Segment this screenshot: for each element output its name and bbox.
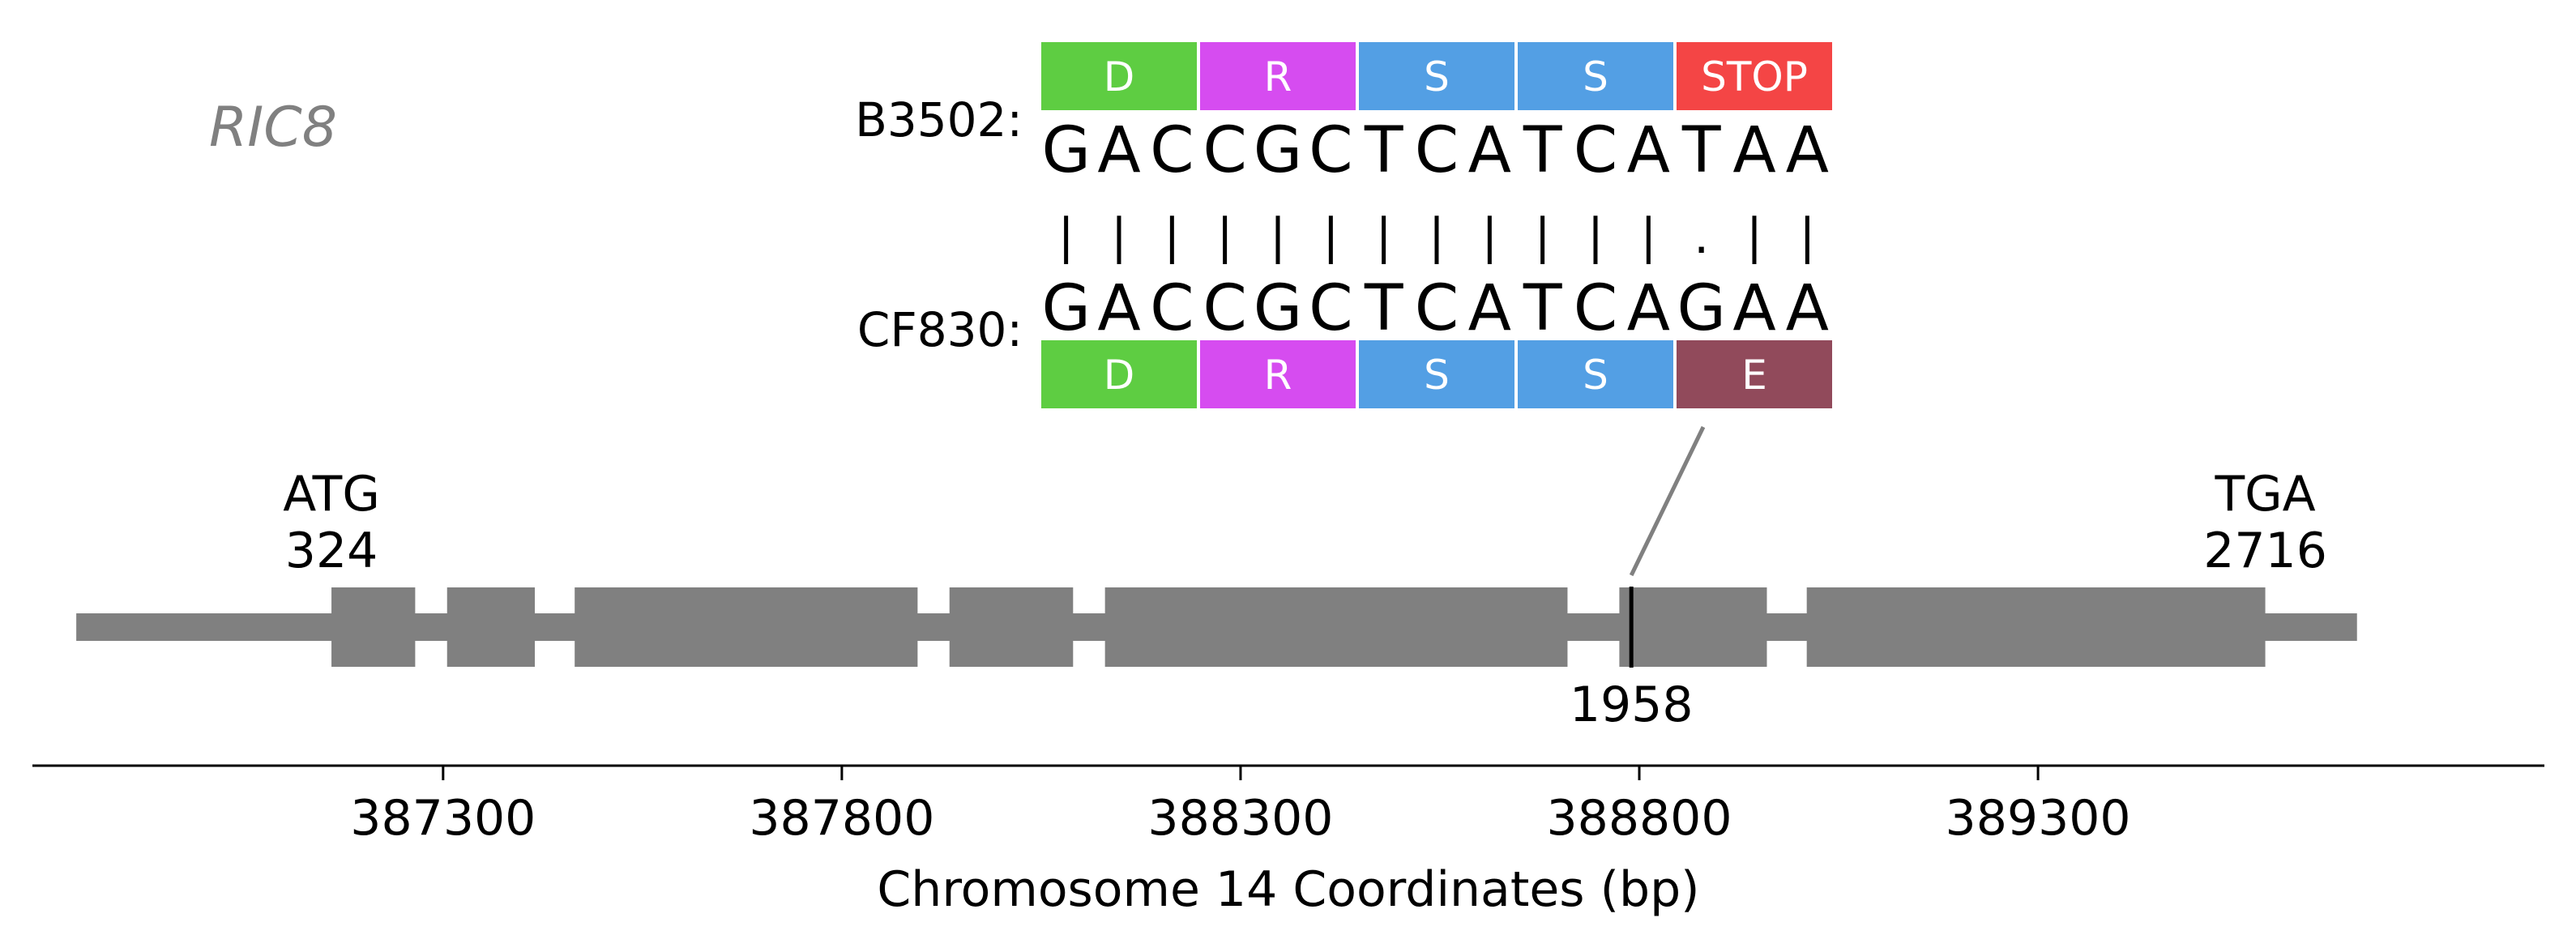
nucleotide: G <box>1041 114 1090 187</box>
x-tick-label: 388800 <box>1546 790 1732 847</box>
stop-codon-position: 2716 <box>2203 523 2327 579</box>
amino-acid-label: S <box>1424 352 1450 399</box>
x-tick-label: 389300 <box>1946 790 2131 847</box>
nucleotide: A <box>1468 114 1511 187</box>
exon <box>331 587 416 667</box>
start-codon-label: ATG <box>283 466 380 523</box>
seq1-label: B3502: <box>855 92 1023 147</box>
codon-box <box>1677 340 1832 408</box>
amino-acid-label: S <box>1583 352 1608 399</box>
exon <box>1104 587 1568 667</box>
stop-codon-label: TGA <box>2214 466 2315 523</box>
variant-connector-line <box>1629 425 1706 577</box>
seq2-label: CF830: <box>857 302 1023 357</box>
exon <box>1806 587 2266 667</box>
exon-group <box>331 587 2266 667</box>
amino-acid-label: D <box>1104 53 1135 100</box>
match-symbol: | <box>1164 208 1180 265</box>
nucleotide: C <box>1203 272 1246 345</box>
nucleotide: G <box>1041 272 1090 345</box>
match-symbol: | <box>1217 208 1233 265</box>
nucleotide: A <box>1732 272 1775 345</box>
nucleotide: T <box>1523 272 1562 345</box>
x-axis-ticks: 387300 387800 388300 388800 389300 <box>350 766 2131 847</box>
match-symbol: | <box>1640 208 1656 265</box>
nucleotide: C <box>1574 114 1617 187</box>
codon-box <box>1359 340 1514 408</box>
nucleotide: T <box>1523 114 1562 187</box>
nucleotide: T <box>1364 114 1403 187</box>
exon <box>575 587 918 667</box>
codon-box <box>1200 340 1356 408</box>
nucleotide: G <box>1254 114 1302 187</box>
nucleotide: C <box>1309 272 1352 345</box>
match-symbol: | <box>1799 208 1815 265</box>
nucleotide: A <box>1468 272 1511 345</box>
nucleotide: C <box>1203 114 1246 187</box>
x-axis-label: Chromosome 14 Coordinates (bp) <box>877 861 1699 918</box>
amino-acid-label: S <box>1583 53 1608 100</box>
nucleotide: A <box>1786 272 1829 345</box>
seq1-codon-track: D R S S STOP <box>1041 42 1832 110</box>
gene-name: RIC8 <box>209 96 337 160</box>
gene-model <box>76 587 2357 668</box>
x-tick-label: 388300 <box>1147 790 1333 847</box>
nucleotide: A <box>1627 114 1670 187</box>
codon-box <box>1041 340 1197 408</box>
nucleotide: A <box>1786 114 1829 187</box>
nucleotide: C <box>1150 272 1194 345</box>
codon-box <box>1041 42 1197 110</box>
nucleotide: C <box>1309 114 1352 187</box>
match-symbol: | <box>1058 208 1074 265</box>
exon <box>446 587 535 667</box>
nucleotide: C <box>1415 114 1459 187</box>
codon-box <box>1359 42 1514 110</box>
nucleotide: G <box>1677 272 1725 345</box>
match-symbol: . <box>1694 208 1709 265</box>
x-tick-label: 387300 <box>350 790 536 847</box>
nucleotide: A <box>1627 272 1670 345</box>
match-symbol: | <box>1322 208 1339 265</box>
x-tick-label: 387800 <box>749 790 934 847</box>
codon-box <box>1518 42 1673 110</box>
codon-box <box>1200 42 1356 110</box>
codon-box <box>1677 42 1832 110</box>
nucleotide: T <box>1364 272 1403 345</box>
match-symbol: | <box>1587 208 1604 265</box>
match-symbol: | <box>1376 208 1392 265</box>
nucleotide: A <box>1097 272 1140 345</box>
match-symbol: | <box>1481 208 1497 265</box>
match-symbol: | <box>1535 208 1551 265</box>
match-symbol: | <box>1111 208 1127 265</box>
nucleotide: A <box>1732 114 1775 187</box>
exon <box>1619 587 1767 667</box>
nucleotide: C <box>1150 114 1194 187</box>
match-symbol: | <box>1746 208 1762 265</box>
nucleotide: C <box>1574 272 1617 345</box>
variant-position-label: 1958 <box>1570 677 1694 733</box>
match-symbol: | <box>1429 208 1445 265</box>
match-symbol: | <box>1270 208 1286 265</box>
codon-box <box>1518 340 1673 408</box>
exon <box>949 587 1074 667</box>
amino-acid-label: R <box>1264 352 1292 399</box>
start-codon-position: 324 <box>285 523 378 579</box>
nucleotide: A <box>1097 114 1140 187</box>
nucleotide: G <box>1254 272 1302 345</box>
nucleotide: T <box>1681 114 1721 187</box>
amino-acid-label: R <box>1264 53 1292 100</box>
amino-acid-label: S <box>1424 53 1450 100</box>
amino-acid-label: E <box>1741 352 1767 399</box>
nucleotide: C <box>1415 272 1459 345</box>
amino-acid-label: D <box>1104 352 1135 399</box>
amino-acid-label: STOP <box>1701 53 1808 100</box>
alignment-match-row: | | | | | | | | | | | |. | | <box>1058 208 1816 265</box>
